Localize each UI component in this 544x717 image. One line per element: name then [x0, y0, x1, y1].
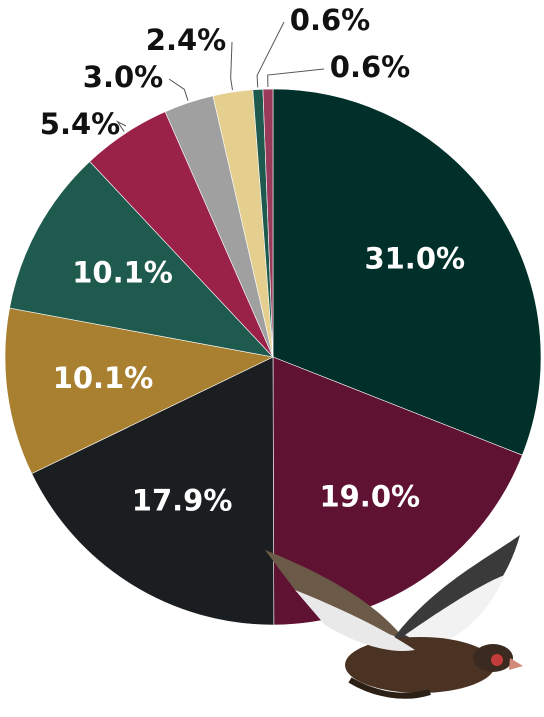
pie-slice — [4, 307, 274, 475]
pie-slice — [262, 88, 274, 358]
pie-slice — [31, 356, 275, 626]
leader-line — [267, 68, 325, 88]
duck-illustration — [265, 535, 523, 699]
value-label: 3.0% — [83, 60, 163, 94]
value-label: 10.1% — [72, 256, 173, 290]
value-label: 31.0% — [364, 241, 465, 275]
pie-slice — [272, 356, 523, 626]
pie — [4, 88, 542, 626]
leader-line — [116, 120, 127, 132]
value-label: 0.6% — [290, 3, 370, 37]
value-label: 10.1% — [53, 361, 154, 395]
value-label: 5.4% — [40, 107, 120, 141]
value-label: 2.4% — [146, 23, 226, 57]
leader-line — [168, 78, 189, 101]
value-label: 19.0% — [319, 480, 420, 514]
leader-line — [256, 21, 285, 88]
value-label: 17.9% — [132, 483, 233, 517]
pie-slice — [9, 161, 274, 358]
value-label: 0.6% — [330, 50, 410, 84]
leader-line — [230, 41, 233, 91]
pie-slice — [272, 88, 542, 456]
labels: 31.0% 19.0% 17.9% 10.1% 10.1% 5.4% 3.0%2.4% 0.6… — [40, 3, 465, 517]
